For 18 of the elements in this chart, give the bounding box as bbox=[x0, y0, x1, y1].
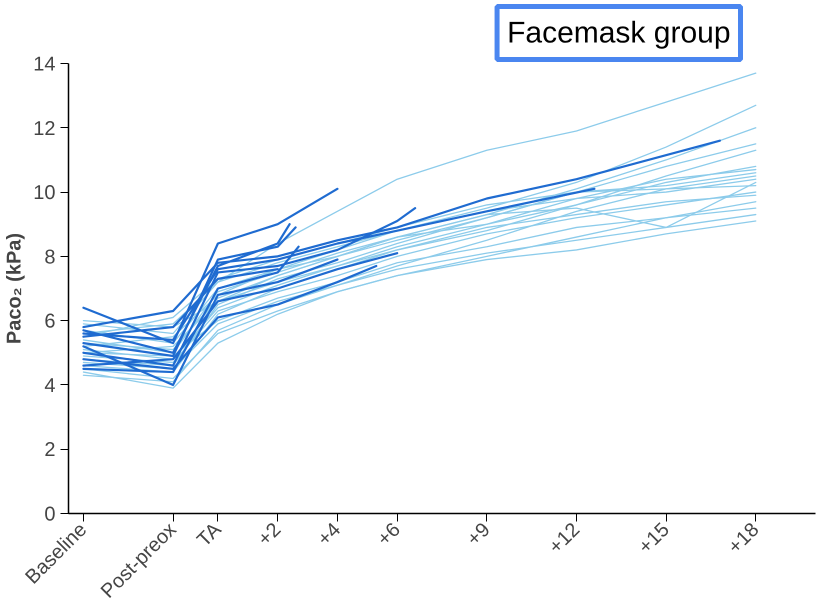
y-axis-title: Paco₂ (kPa) bbox=[3, 232, 26, 344]
x-tick-label: +12 bbox=[544, 518, 584, 558]
chart-title: Facemask group bbox=[507, 16, 731, 50]
x-tick-label: +15 bbox=[634, 518, 674, 558]
y-tick-label: 0 bbox=[44, 504, 56, 526]
x-tick-label: +18 bbox=[724, 518, 764, 558]
y-tick-label: 14 bbox=[33, 54, 56, 76]
x-tick-label: +2 bbox=[254, 518, 286, 550]
x-tick-label: TA bbox=[193, 518, 226, 552]
y-tick-label: 4 bbox=[44, 374, 56, 397]
x-tick-label: +9 bbox=[462, 518, 495, 550]
y-tick-label: 2 bbox=[44, 439, 56, 462]
y-tick-label: 12 bbox=[33, 118, 56, 140]
x-tick-label: +6 bbox=[373, 518, 405, 550]
y-tick-label: 8 bbox=[44, 246, 56, 268]
x-tick-label: +4 bbox=[314, 518, 346, 550]
y-tick-label: 10 bbox=[33, 182, 56, 204]
y-tick-label: 6 bbox=[44, 310, 56, 333]
